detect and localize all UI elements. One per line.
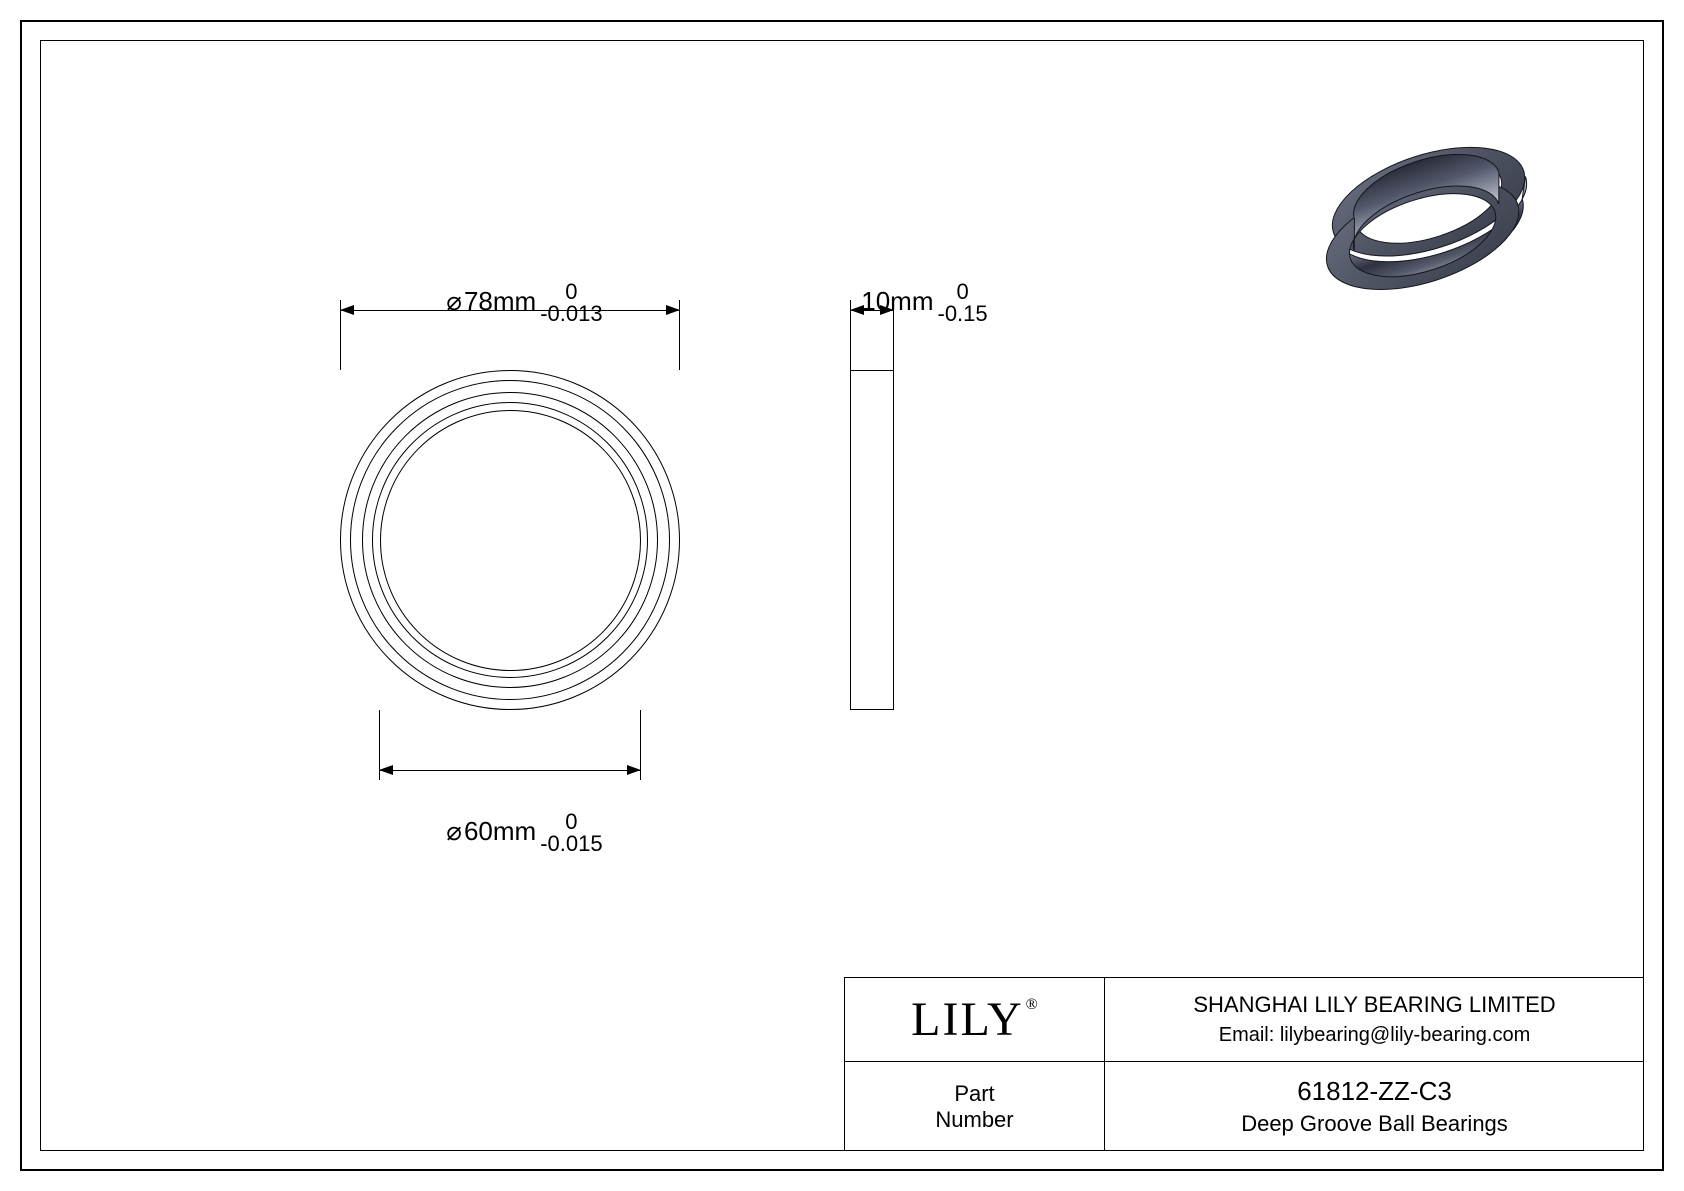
drawing-area: 78mm0-0.013 60mm0-0.015 10mm0-0.15 — [40, 40, 1644, 1151]
isometric-view — [1264, 80, 1584, 360]
title-block-row-2: Part Number 61812-ZZ-C3 Deep Groove Ball… — [845, 1062, 1644, 1151]
part-number: 61812-ZZ-C3 — [1297, 1076, 1452, 1107]
id-tol-upper: 0 — [540, 811, 602, 833]
od-dim-text: 78mm0-0.013 — [380, 250, 640, 356]
part-number-value-cell: 61812-ZZ-C3 Deep Groove Ball Bearings — [1105, 1062, 1644, 1151]
w-tol-lower: -0.15 — [938, 303, 988, 325]
id-dim-line — [379, 770, 641, 771]
od-arrow-left — [340, 305, 354, 315]
id-tol-lower: -0.015 — [540, 833, 602, 855]
logo-cell: LILY® — [845, 978, 1105, 1061]
id-nominal: 60mm — [446, 816, 536, 846]
title-block-row-1: LILY® SHANGHAI LILY BEARING LIMITED Emai… — [845, 978, 1644, 1062]
logo-registered: ® — [1026, 996, 1040, 1013]
w-dim-text: 10mm0-0.15 — [810, 250, 1010, 356]
company-name: SHANGHAI LILY BEARING LIMITED — [1193, 992, 1555, 1018]
w-tol-upper: 0 — [938, 281, 988, 303]
bore-circle — [380, 410, 641, 671]
part-description: Deep Groove Ball Bearings — [1241, 1111, 1508, 1137]
id-dim-text: 60mm0-0.015 — [380, 780, 640, 886]
id-arrow-right — [627, 765, 641, 775]
company-email: Email: lilybearing@lily-bearing.com — [1219, 1024, 1531, 1047]
side-rect — [850, 370, 894, 710]
od-nominal: 78mm — [446, 286, 536, 316]
w-nominal: 10mm — [861, 286, 933, 316]
od-tol-lower: -0.013 — [540, 303, 602, 325]
part-number-label-cell: Part Number — [845, 1062, 1105, 1151]
company-cell: SHANGHAI LILY BEARING LIMITED Email: lil… — [1105, 978, 1644, 1061]
title-block: LILY® SHANGHAI LILY BEARING LIMITED Emai… — [844, 977, 1644, 1151]
logo-main: LILY — [911, 993, 1023, 1046]
pn-label-2: Number — [935, 1107, 1013, 1133]
isometric-ring-svg — [1264, 80, 1584, 360]
id-arrow-left — [379, 765, 393, 775]
side-view — [850, 370, 894, 710]
od-tol-upper: 0 — [540, 281, 602, 303]
logo-text: LILY® — [911, 996, 1038, 1044]
od-arrow-right — [666, 305, 680, 315]
front-view — [340, 370, 680, 710]
pn-label-1: Part — [954, 1081, 994, 1107]
